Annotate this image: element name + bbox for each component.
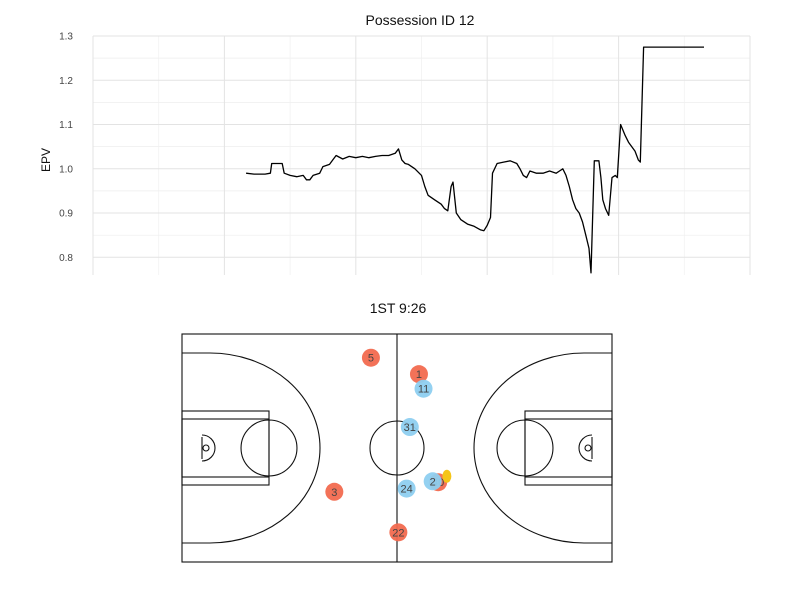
player-marker: 1 [409,365,428,384]
player-number-label: 5 [368,353,374,365]
epv-y-tick-label: 1.3 [59,32,73,43]
right-free-throw-circle [496,419,554,477]
epv-line-chart: Possession ID 12 EPV 0.8 0.9 1.0 1.1 1.2 1.3 [39,12,751,275]
player-dot [423,472,442,491]
player-dot [400,418,419,437]
epv-y-tick-label: 0.9 [59,209,73,220]
player-number-label: 31 [404,422,416,434]
basketball-court [181,333,613,563]
court-chart: 1ST 9:26 [181,300,613,563]
left-restricted-arc [201,434,216,462]
center-circle [369,420,425,476]
epv-y-tick-label: 1.0 [59,164,73,175]
player-dot [397,479,416,498]
left-lane-outer [181,410,270,486]
epv-y-tick-label: 1.1 [59,120,73,131]
player-dot [414,379,433,398]
right-lane-inner [524,418,613,478]
player-number-label: 1 [416,369,422,381]
player-number-label: 2 [430,476,436,488]
right-restricted-arc [578,434,593,462]
right-lane-outer [524,410,613,486]
epv-series-line [246,46,704,274]
player-marker: 3 [325,482,344,501]
player-dot [361,348,380,367]
left-lane-inner [181,418,270,478]
epv-y-axis-label: EPV [39,148,53,172]
left-free-throw-circle [240,419,298,477]
player-markers: 51340221131242 [325,348,452,542]
epv-chart-title: Possession ID 12 [366,12,475,28]
epv-grid [92,35,751,275]
player-number-label: 22 [392,527,404,539]
player-dot [389,523,408,542]
left-rim [202,444,210,452]
player-marker: 22 [389,523,408,542]
epv-y-ticks: 0.8 0.9 1.0 1.1 1.2 1.3 [59,32,73,264]
epv-y-tick-label: 1.2 [59,76,73,87]
ball-marker [442,469,452,483]
player-marker: 31 [400,418,419,437]
player-number-label: 11 [418,384,429,396]
epv-y-tick-label: 0.8 [59,253,73,264]
right-rim [584,444,592,452]
left-three-point-line [182,352,321,544]
player-marker [442,469,452,483]
player-dot [409,365,428,384]
player-dot [325,482,344,501]
court-chart-title: 1ST 9:26 [370,300,427,316]
player-marker: 11 [414,379,433,398]
player-marker: 24 [397,479,416,498]
player-marker: 5 [361,348,380,367]
player-number-label: 3 [331,487,337,499]
player-number-label: 24 [400,484,412,496]
right-three-point-line [473,352,612,544]
player-marker: 2 [423,472,442,491]
